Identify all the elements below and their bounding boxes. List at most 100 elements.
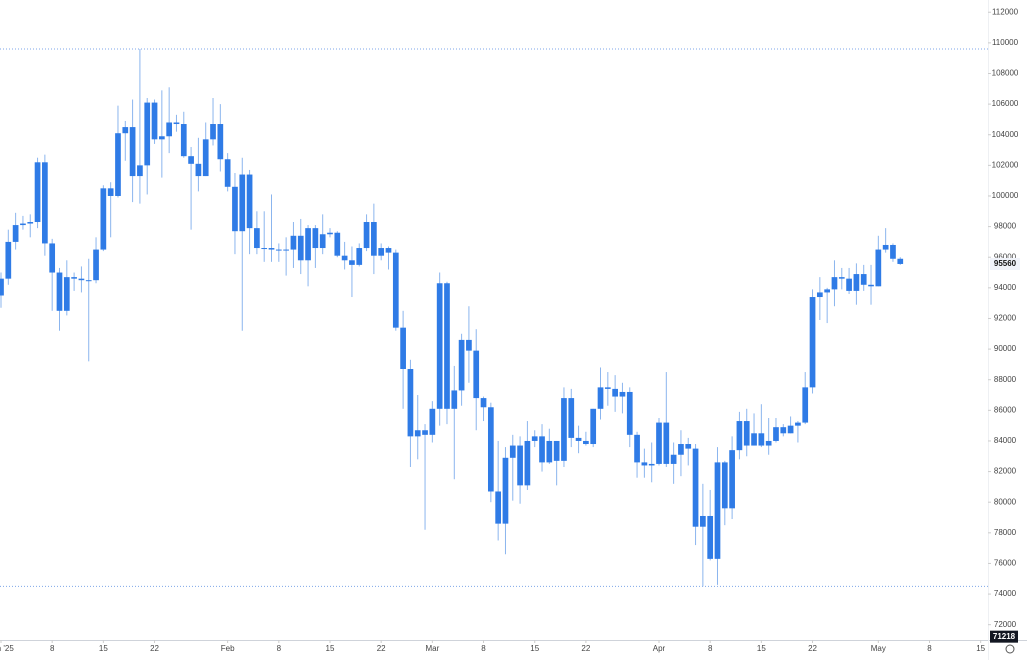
candle-body: [773, 427, 779, 441]
candle-body: [875, 249, 882, 287]
candle-body: [743, 421, 750, 446]
candle-body: [729, 450, 735, 509]
candle-body: [392, 252, 399, 328]
y-tick-label: 106000: [992, 99, 1019, 108]
candle-body: [327, 232, 333, 235]
candle-body: [100, 188, 107, 250]
candle-body: [531, 436, 538, 441]
candle-body: [568, 398, 575, 438]
x-tick-label: 8: [50, 644, 55, 653]
candle-body: [173, 122, 180, 125]
candle-body: [202, 139, 209, 177]
candle-body: [678, 444, 684, 455]
candle-body: [290, 235, 297, 250]
y-tick-label: 84000: [994, 436, 1017, 445]
candle-body: [524, 440, 531, 486]
candle-body: [275, 249, 282, 251]
candle-body: [707, 515, 714, 559]
y-tick-label: 96000: [994, 252, 1017, 261]
last-price-label: 95560: [994, 259, 1017, 268]
price-marker-box: [990, 630, 1018, 643]
y-tick-label: 98000: [994, 222, 1017, 231]
candle-body: [838, 277, 845, 279]
x-tick-label: 15: [326, 644, 335, 653]
candle-body: [34, 162, 41, 223]
candle-body: [122, 127, 129, 134]
x-tick-label: 22: [377, 644, 386, 653]
candle-body: [158, 136, 165, 140]
x-tick-label: 8: [277, 644, 282, 653]
x-tick-label: Jan '25: [0, 644, 14, 653]
candle-body: [78, 278, 85, 281]
candle-body: [473, 350, 480, 399]
candle-body: [480, 398, 487, 408]
candle-body: [422, 430, 428, 435]
candle-body: [341, 255, 348, 261]
candle-body: [890, 244, 896, 259]
candle-body: [283, 249, 289, 251]
y-tick-label: 108000: [992, 69, 1019, 78]
x-tick-label: Mar: [425, 644, 439, 653]
candle-body: [20, 223, 26, 226]
candle-body: [356, 248, 363, 265]
candle-body: [312, 228, 319, 249]
candle-body: [831, 277, 838, 290]
x-tick-label: Feb: [221, 644, 235, 653]
y-tick-label: 110000: [992, 38, 1019, 47]
candle-body: [583, 440, 589, 445]
y-tick-label: 72000: [994, 620, 1017, 629]
candle-body: [129, 127, 136, 177]
candle-body: [846, 278, 852, 291]
candle-body: [144, 102, 151, 166]
candle-body: [349, 260, 355, 265]
candle-body: [539, 436, 545, 463]
y-tick-label: 78000: [994, 528, 1017, 537]
y-tick-label: 112000: [992, 7, 1019, 16]
candle-body: [882, 244, 889, 250]
candle-body: [466, 339, 472, 351]
candle-body: [553, 440, 560, 461]
candle-body: [495, 491, 502, 524]
candle-body: [853, 274, 860, 291]
candle-body: [612, 388, 618, 397]
candle-body: [305, 228, 311, 261]
candle-body: [319, 234, 326, 249]
y-tick-label: 80000: [994, 497, 1017, 506]
candle-body: [736, 421, 743, 451]
candle-body: [670, 454, 677, 464]
candle-body: [151, 102, 158, 140]
candle-body: [0, 278, 4, 296]
candle-body: [93, 249, 99, 281]
candle-body: [780, 427, 787, 434]
candle-body: [334, 232, 341, 256]
candle-body: [436, 283, 443, 409]
plot-area: [0, 48, 988, 587]
y-tick-label: 102000: [992, 160, 1019, 169]
candle-body: [546, 440, 553, 463]
candle-body: [868, 284, 874, 287]
candle-body: [429, 408, 436, 435]
candle-body: [27, 222, 34, 224]
candle-body: [721, 462, 728, 509]
settings-icon[interactable]: [1005, 644, 1015, 654]
x-tick-label: May: [871, 644, 886, 653]
candle-body: [254, 228, 260, 249]
candle-body: [107, 188, 114, 196]
price-marker-label: 71218: [993, 632, 1016, 641]
y-tick-label: 82000: [994, 467, 1017, 476]
candle-body: [385, 248, 392, 253]
candle-body: [378, 248, 385, 256]
x-tick-label: 15: [757, 644, 766, 653]
candle-body: [407, 368, 414, 437]
candle-body: [363, 222, 370, 249]
candle-body: [261, 248, 268, 250]
candle-body: [685, 444, 692, 449]
y-tick-label: 94000: [994, 283, 1017, 292]
candle-body: [897, 258, 904, 264]
candle-body: [217, 124, 224, 160]
candle-body: [487, 407, 494, 492]
candle-body: [451, 390, 458, 409]
candle-body: [137, 165, 143, 177]
candle-body: [246, 174, 253, 229]
